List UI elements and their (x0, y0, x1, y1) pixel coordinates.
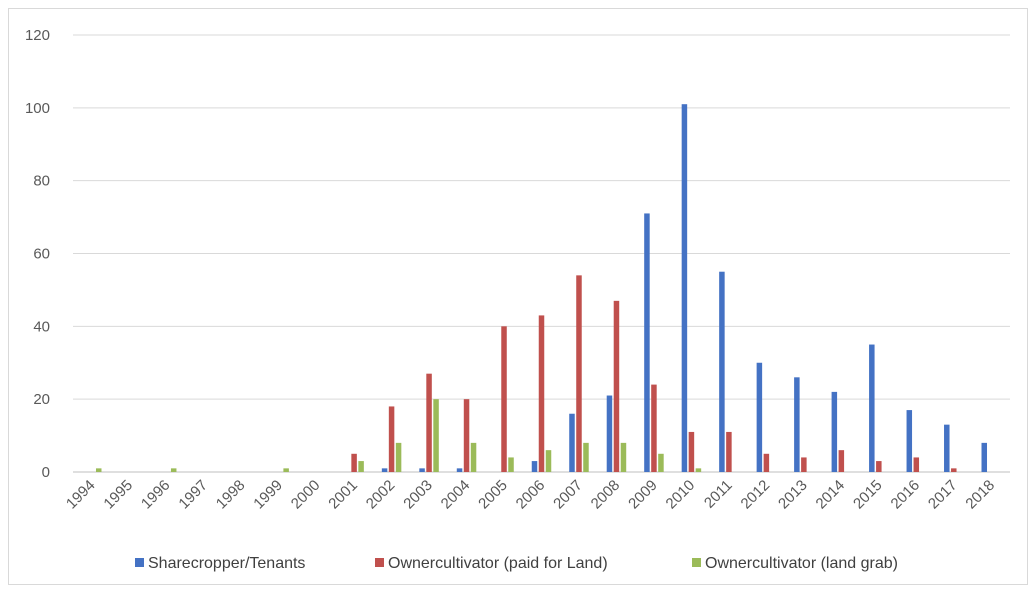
bar-2007-series-2 (576, 275, 582, 472)
x-tick-label: 2004 (438, 477, 474, 513)
bar-2012-series-2 (763, 453, 770, 472)
bar-2011-series-1 (719, 271, 725, 472)
bar-2003-series-3 (433, 399, 439, 472)
bar-2006-series-3 (545, 450, 552, 472)
bar-2004-series-2 (463, 399, 470, 472)
x-tick-label: 2008 (588, 477, 624, 513)
bar-2013-series-1 (794, 377, 800, 472)
legend-swatch-2 (375, 558, 384, 567)
bar-2003-series-1 (419, 468, 425, 472)
x-tick-label: 2013 (775, 477, 811, 513)
bar-2011-series-2 (726, 431, 732, 472)
bar-2016-series-2 (913, 457, 920, 472)
x-tick-label: 2005 (475, 477, 511, 513)
bar-1996-series-3 (170, 468, 177, 472)
x-tick-label: 2010 (663, 477, 699, 513)
legend-swatch-3 (692, 558, 701, 567)
x-tick-label: 2006 (513, 477, 549, 513)
bar-2002-series-2 (388, 406, 395, 472)
bar-2007-series-3 (583, 442, 589, 472)
bar-2008-series-2 (613, 300, 620, 472)
bar-2008-series-1 (606, 395, 613, 472)
legend-swatch-1 (135, 558, 144, 567)
bar-2012-series-1 (756, 362, 763, 472)
gridlines (73, 34, 1010, 473)
x-tick-label: 2016 (888, 477, 924, 513)
x-axis-ticks: 1994 1995 1996 1997 1998 1999 2000 2001 2002 2003… (63, 477, 998, 513)
x-tick-label: 1995 (100, 477, 136, 513)
bar-2013-series-2 (801, 457, 807, 472)
bar-2001-series-3 (358, 461, 364, 472)
legend-label-1: Sharecropper/Tenants (148, 555, 305, 572)
x-tick-label: 2001 (325, 477, 361, 513)
bar-2004-series-1 (456, 468, 463, 472)
bar-2015-series-1 (869, 344, 875, 472)
bar-2009-series-1 (644, 213, 650, 473)
bar-2010-series-2 (688, 431, 695, 472)
bar-2016-series-1 (906, 410, 913, 472)
legend-label-3: Ownercultivator (land grab) (705, 555, 898, 572)
bars (95, 104, 988, 473)
y-tick-label: 40 (33, 318, 50, 335)
x-tick-label: 1998 (213, 477, 249, 513)
bar-1994-series-3 (95, 468, 102, 472)
bar-2005-series-2 (501, 326, 507, 472)
x-tick-label: 2011 (701, 477, 736, 512)
x-tick-label: 2012 (738, 477, 774, 513)
x-tick-label: 2002 (363, 477, 399, 513)
y-tick-label: 100 (25, 100, 50, 117)
x-tick-label: 2014 (813, 477, 849, 513)
x-tick-label: 2000 (288, 477, 324, 513)
x-tick-label: 2015 (850, 477, 886, 513)
bar-2015-series-2 (876, 461, 882, 472)
y-tick-label: 0 (42, 464, 50, 481)
bar-2004-series-3 (470, 442, 477, 472)
bar-2009-series-2 (651, 384, 657, 472)
bar-2002-series-1 (381, 468, 388, 472)
y-axis-ticks: 0 20 40 60 80 100 120 (25, 27, 50, 481)
x-tick-label: 1994 (63, 477, 99, 513)
chart-frame (8, 8, 1028, 585)
bar-2010-series-3 (695, 468, 702, 472)
x-tick-label: 2018 (962, 477, 998, 513)
legend: Sharecropper/Tenants Ownercultivator (pai… (135, 555, 898, 572)
y-tick-label: 80 (33, 173, 50, 190)
x-tick-label: 1996 (138, 477, 174, 513)
bar-2003-series-2 (426, 373, 432, 472)
bar-2007-series-1 (569, 413, 575, 472)
y-tick-label: 60 (33, 246, 50, 263)
bar-2017-series-2 (951, 468, 957, 472)
x-tick-label: 1999 (250, 477, 286, 513)
bar-1999-series-3 (283, 468, 289, 472)
bar-2009-series-3 (658, 453, 664, 472)
y-tick-label: 120 (25, 27, 50, 44)
bar-2018-series-1 (981, 442, 988, 472)
bar-2014-series-1 (831, 391, 838, 472)
bar-2010-series-1 (681, 104, 688, 473)
x-tick-label: 2003 (400, 477, 436, 513)
y-tick-label: 20 (33, 391, 50, 408)
bar-2006-series-1 (531, 461, 538, 472)
bar-2001-series-2 (351, 453, 357, 472)
bar-2005-series-3 (508, 457, 514, 472)
bar-2002-series-3 (395, 442, 402, 472)
x-tick-label: 1997 (175, 477, 211, 513)
bar-2014-series-2 (838, 450, 845, 472)
x-tick-label: 2009 (625, 477, 661, 513)
x-tick-label: 2017 (925, 477, 961, 513)
bar-2017-series-1 (944, 424, 950, 472)
bar-2006-series-2 (538, 315, 545, 472)
x-tick-label: 2007 (550, 477, 586, 513)
bar-2008-series-3 (620, 442, 627, 472)
legend-label-2: Ownercultivator (paid for Land) (388, 555, 608, 572)
